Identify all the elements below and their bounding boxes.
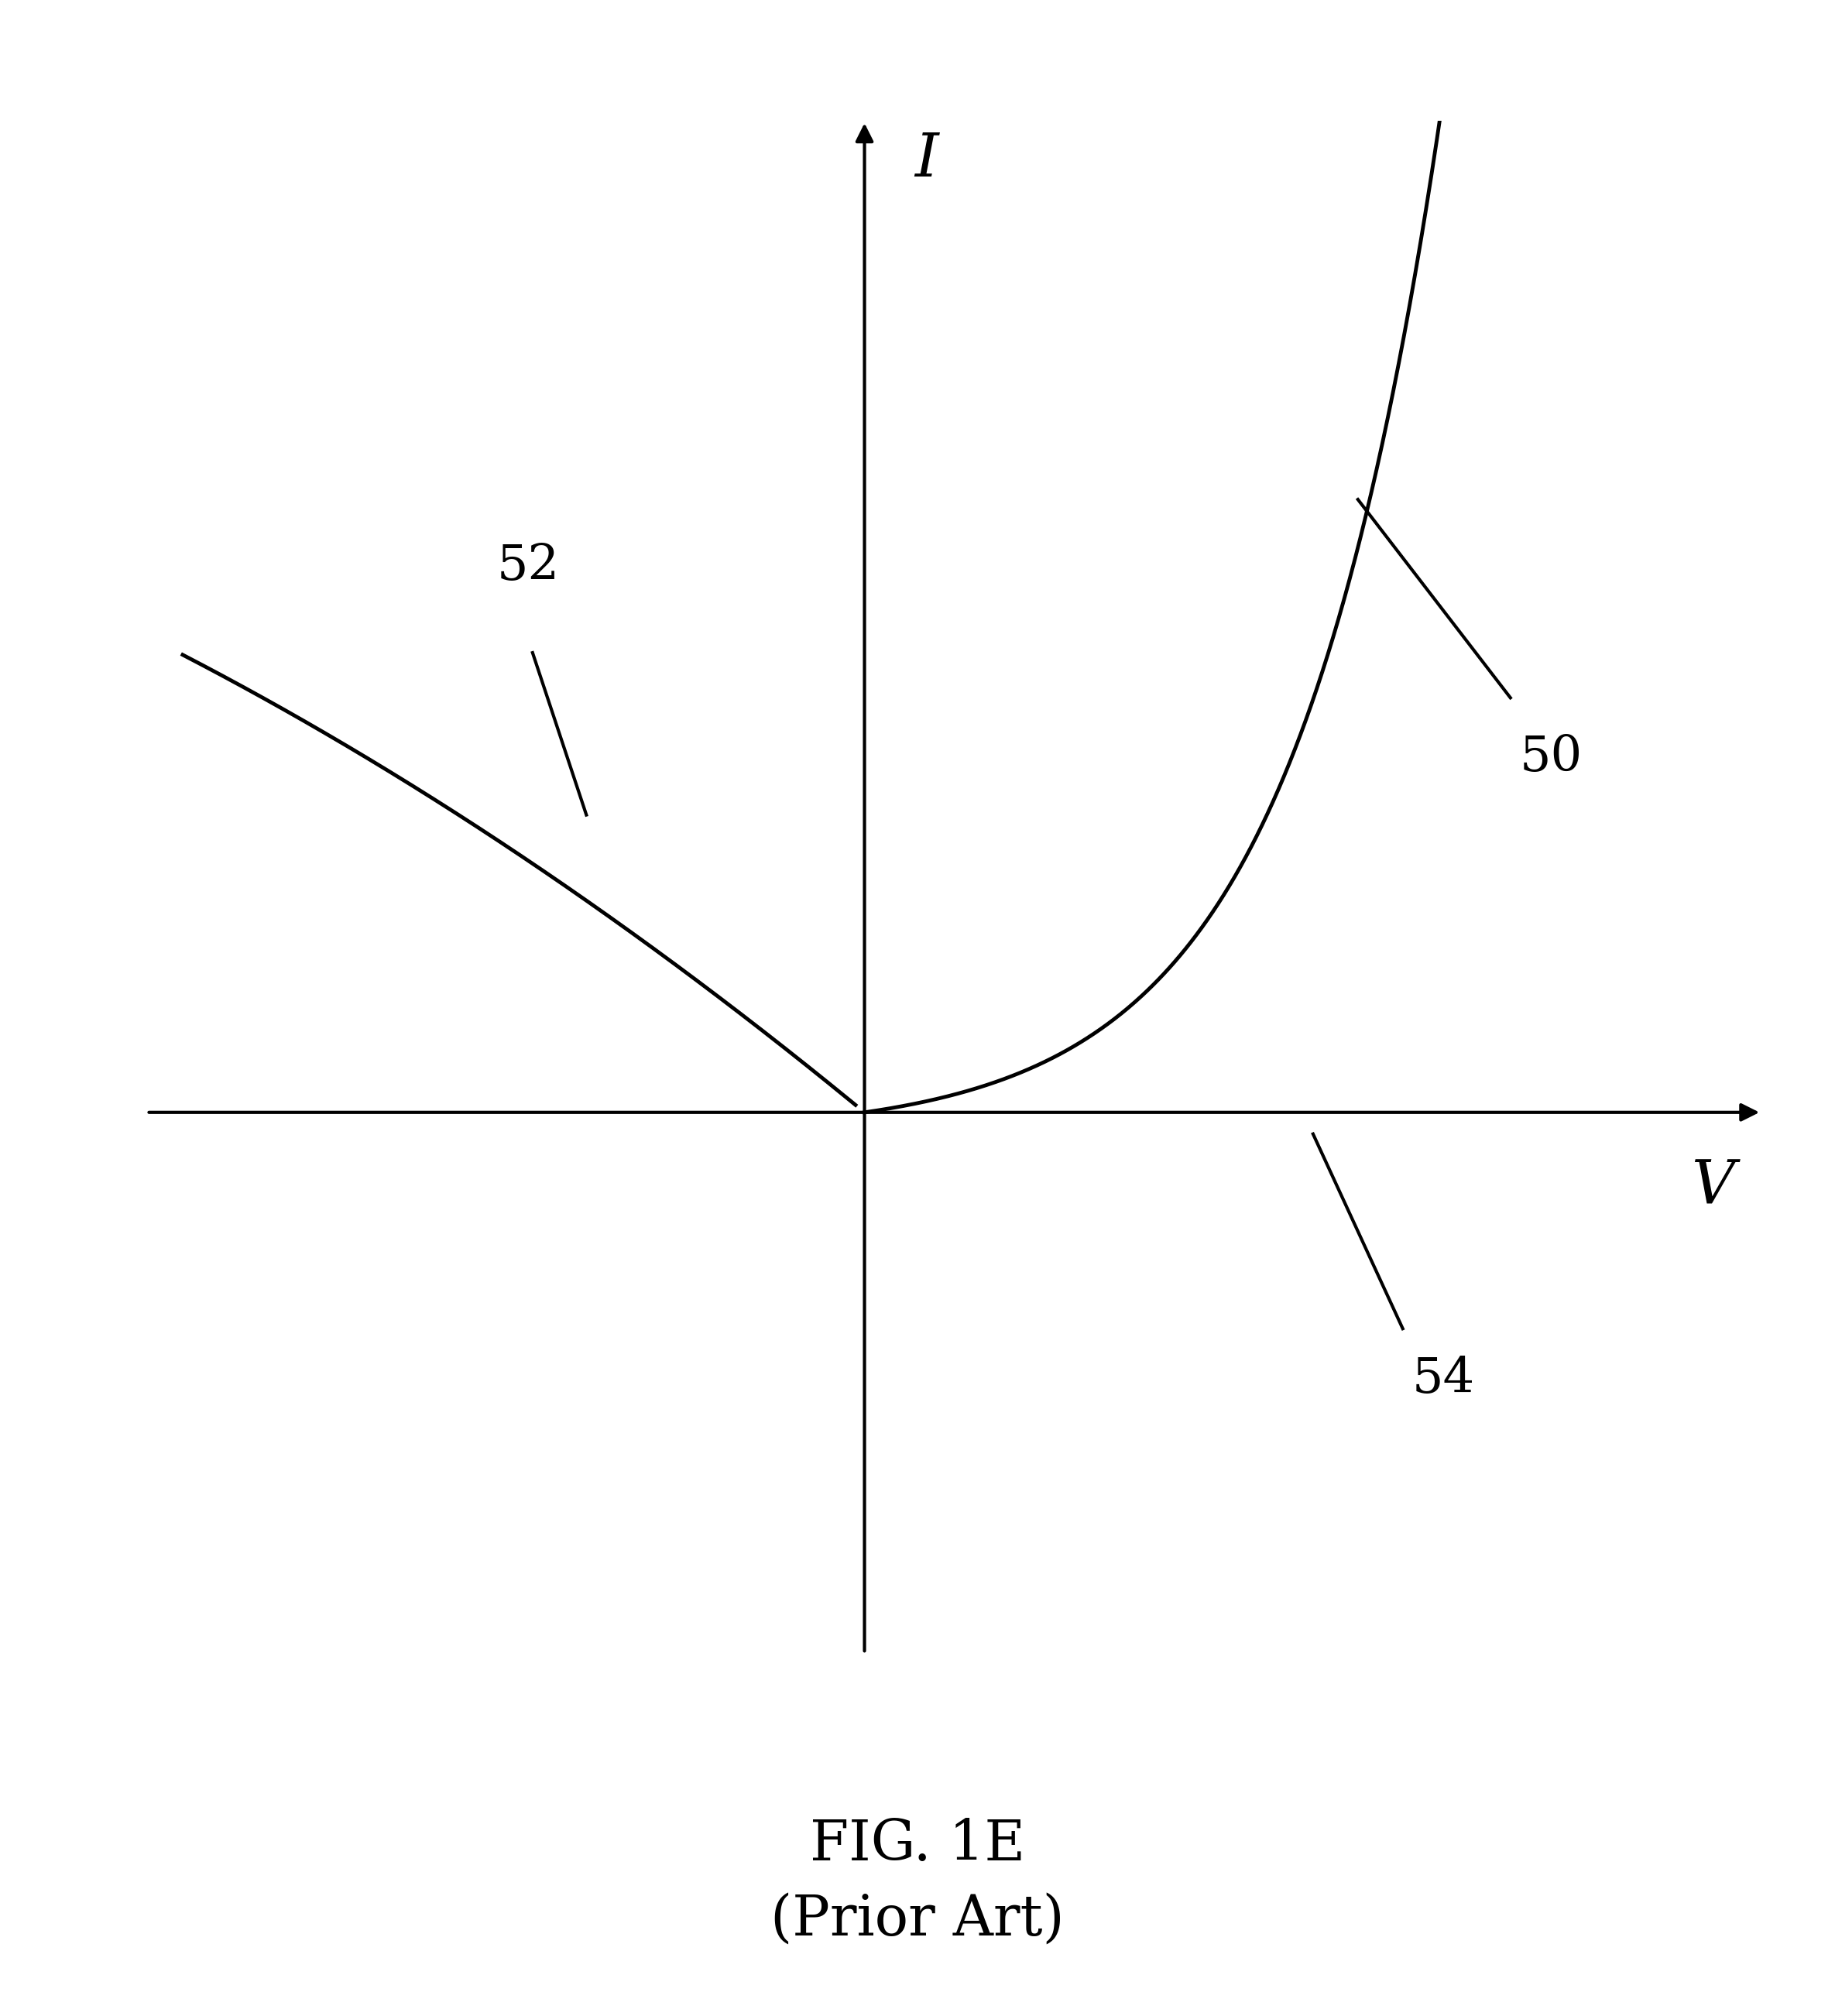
Text: I: I [914,129,938,190]
Text: (Prior Art): (Prior Art) [771,1891,1064,1947]
Text: 52: 52 [497,542,560,589]
Text: 54: 54 [1411,1355,1475,1403]
Text: FIG. 1E: FIG. 1E [809,1816,1026,1873]
Text: V: V [1692,1157,1734,1216]
Text: 50: 50 [1519,734,1582,780]
